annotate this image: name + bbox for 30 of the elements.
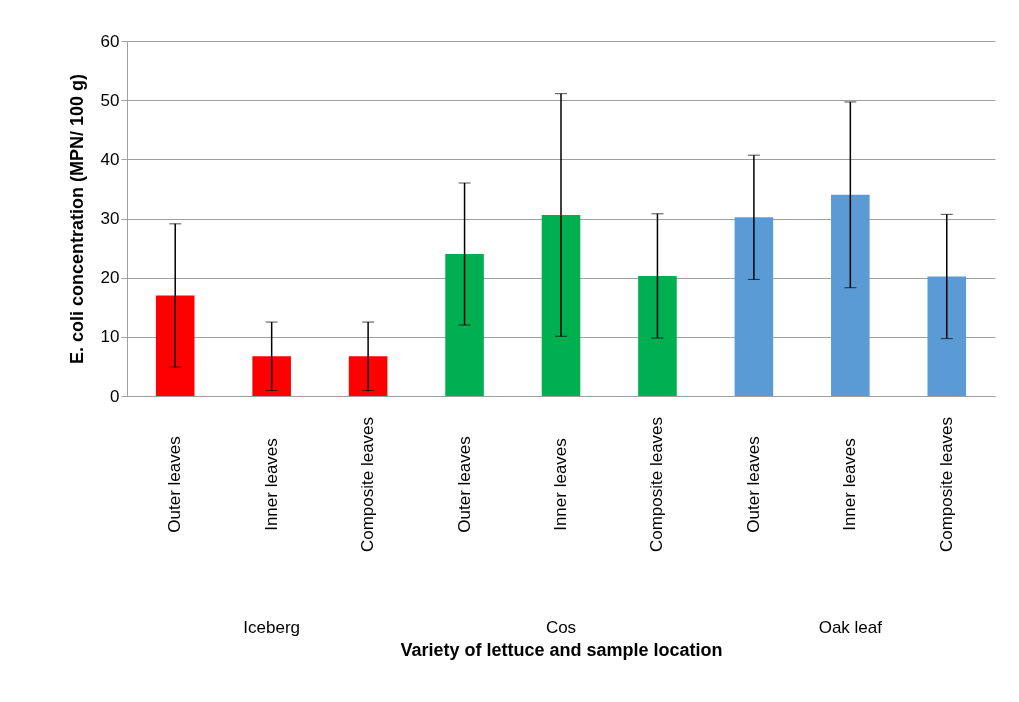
x-axis-title: Variety of lettuce and sample location	[400, 640, 723, 661]
text: Oak leaf	[818, 618, 883, 637]
x-tick-label: Outer leaves	[454, 436, 474, 533]
bar	[638, 275, 677, 396]
bar	[831, 194, 870, 396]
text: Cos	[545, 618, 577, 637]
x-tick-label: Inner leaves	[261, 438, 281, 531]
bar	[541, 214, 581, 396]
x-tick-label: Outer leaves	[165, 436, 185, 533]
bar	[155, 295, 195, 396]
x-tick-label: Composite leaves	[936, 416, 956, 553]
x-tick-label: Composite leaves	[647, 416, 667, 553]
bar	[445, 254, 484, 396]
y-tick-label: 40	[100, 149, 120, 169]
text: Iceberg	[243, 618, 301, 637]
y-tick-label: 20	[100, 268, 120, 288]
y-tick-label: 0	[110, 386, 120, 406]
y-tick-label: 50	[100, 90, 120, 110]
x-tick-label: Composite leaves	[358, 416, 378, 553]
x-tick-label: Outer leaves	[743, 436, 763, 533]
bar	[927, 276, 967, 396]
y-axis-title: E. coli concentration (MPN/ 100 g)	[66, 73, 87, 365]
bar	[734, 217, 774, 396]
y-tick-label: 10	[100, 327, 120, 347]
x-tick-label: Inner leaves	[840, 438, 860, 531]
bar	[252, 356, 291, 396]
bar	[348, 356, 388, 396]
y-tick-label: 60	[100, 31, 120, 51]
y-tick-label: 30	[100, 209, 120, 228]
x-tick-label: Inner leaves	[551, 438, 570, 531]
